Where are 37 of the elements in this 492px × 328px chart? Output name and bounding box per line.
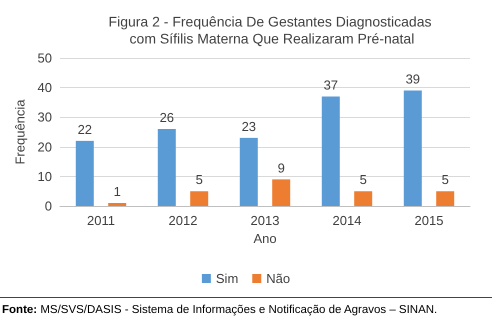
data-label: 5 bbox=[442, 172, 449, 188]
bar bbox=[108, 203, 126, 206]
x-tick-label: 2014 bbox=[332, 213, 362, 228]
y-axis-title: Frequência bbox=[12, 98, 28, 165]
y-tick-label: 0 bbox=[44, 198, 52, 214]
data-label: 9 bbox=[278, 160, 285, 176]
x-tick-label: 2015 bbox=[414, 213, 444, 228]
data-label: 37 bbox=[324, 77, 338, 92]
y-tick-label: 50 bbox=[38, 50, 52, 66]
x-tick-label: 2013 bbox=[250, 213, 280, 228]
bar bbox=[404, 90, 422, 206]
x-axis-title: Ano bbox=[253, 231, 277, 246]
bar bbox=[190, 191, 208, 206]
bar bbox=[322, 96, 340, 206]
bar bbox=[272, 179, 290, 206]
x-tick-label: 2012 bbox=[168, 213, 198, 228]
legend-label: Não bbox=[266, 271, 290, 286]
chart-title: Figura 2 - Frequência De Gestantes Diagnosticadas com Sífilis Materna Que Realizaram Pré-natal bbox=[108, 14, 432, 46]
data-label: 22 bbox=[78, 122, 92, 137]
source-note: Fonte: MS/SVS/DASIS - Sistema de Informações e Notificação de Agravos – SINAN. bbox=[2, 304, 438, 316]
y-tick-label: 20 bbox=[38, 139, 52, 154]
data-label: 39 bbox=[406, 72, 420, 87]
data-label: 23 bbox=[242, 118, 256, 134]
legend-label: Sim bbox=[216, 271, 238, 286]
bar bbox=[240, 138, 258, 206]
bar bbox=[158, 129, 176, 206]
data-label: 26 bbox=[160, 110, 174, 126]
y-tick-label: 30 bbox=[38, 110, 52, 125]
bar bbox=[76, 140, 94, 206]
bar bbox=[354, 191, 372, 206]
data-label: 1 bbox=[114, 184, 121, 200]
data-label: 5 bbox=[196, 172, 203, 188]
y-tick-label: 40 bbox=[38, 80, 52, 96]
y-tick-label: 10 bbox=[38, 168, 52, 184]
bar bbox=[436, 191, 454, 206]
data-label: 5 bbox=[360, 172, 367, 188]
x-tick-label: 2011 bbox=[87, 213, 115, 228]
